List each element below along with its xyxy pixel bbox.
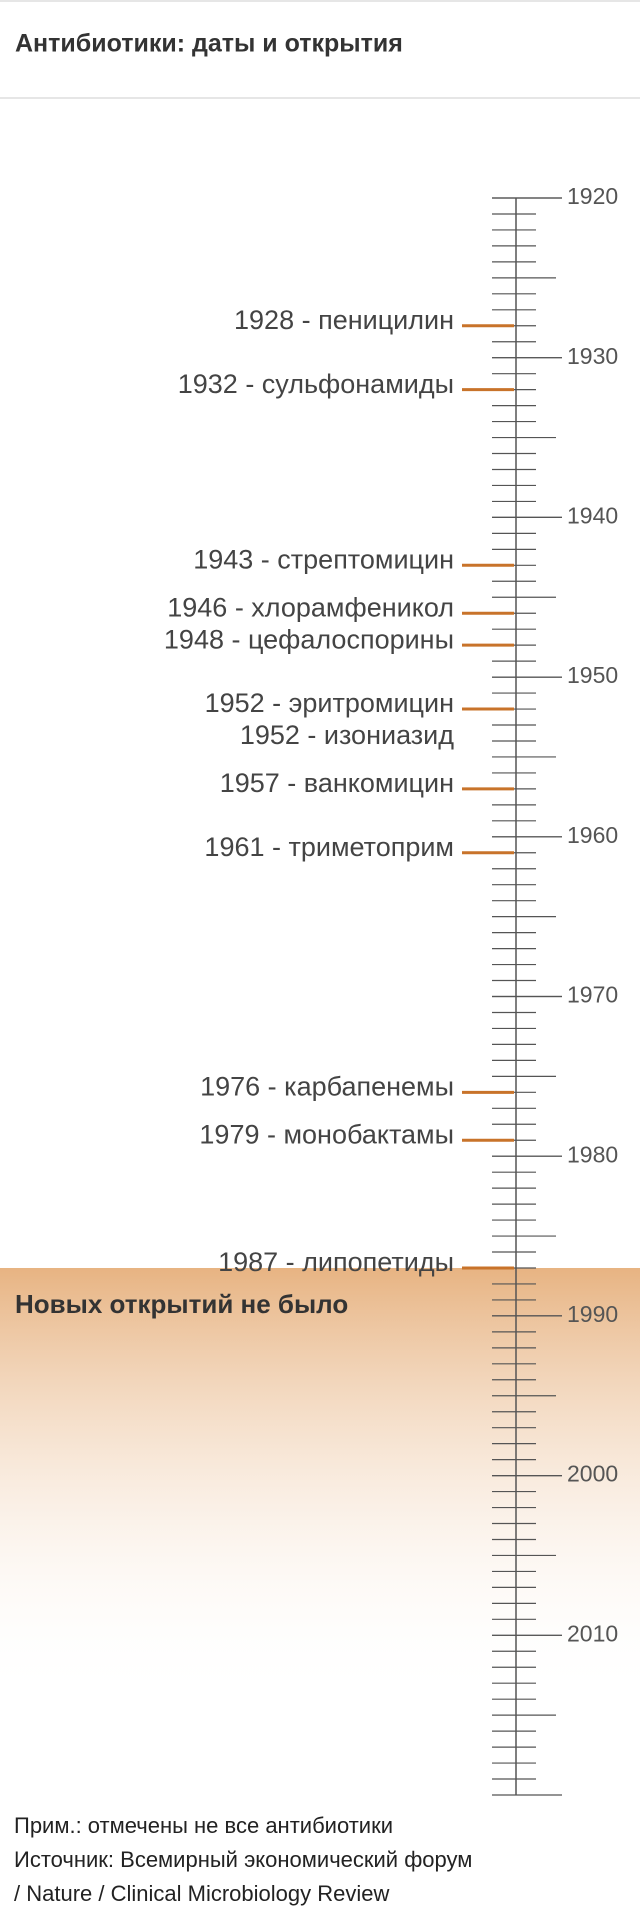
event-label: 1932 - сульфонамиды [178, 369, 454, 399]
event-label: 1961 - триметоприм [204, 832, 454, 862]
y-tick-label: 1990 [567, 1301, 618, 1327]
source: Источник: Всемирный экономический форум [14, 1847, 472, 1872]
y-tick-label: 1950 [567, 662, 618, 688]
annotation: Новых открытий не было [15, 1289, 348, 1319]
event-label: 1952 - эритромицин [205, 688, 454, 718]
y-tick-label: 1940 [567, 502, 618, 528]
source: / Nature / Clinical Microbiology Review [14, 1881, 389, 1906]
event-label: 1946 - хлорамфеникол [167, 592, 454, 622]
event-label: 1928 - пеницилин [234, 305, 454, 335]
event-label: 1952 - изониазид [240, 720, 454, 750]
chart-title: Антибиотики: даты и открытия [15, 30, 403, 58]
no-discoveries-region [0, 1267, 640, 1700]
event-label: 1979 - монобактамы [199, 1119, 454, 1149]
event-label: 1957 - ванкомицин [220, 768, 454, 798]
y-tick-label: 1970 [567, 982, 618, 1008]
event-label: 1987 - липопетиды [218, 1247, 454, 1277]
event-label: 1976 - карбапенемы [200, 1071, 454, 1101]
y-tick-label: 1920 [567, 183, 618, 209]
y-tick-label: 2010 [567, 1620, 618, 1646]
note: Прим.: отмечены не все антибиотики [14, 1813, 393, 1838]
y-tick-label: 1930 [567, 343, 618, 369]
y-tick-label: 2000 [567, 1461, 618, 1487]
y-tick-label: 1980 [567, 1141, 618, 1167]
event-label: 1943 - стрептомицин [193, 544, 454, 574]
event-label: 1948 - цефалоспорины [164, 624, 454, 654]
y-tick-label: 1960 [567, 822, 618, 848]
